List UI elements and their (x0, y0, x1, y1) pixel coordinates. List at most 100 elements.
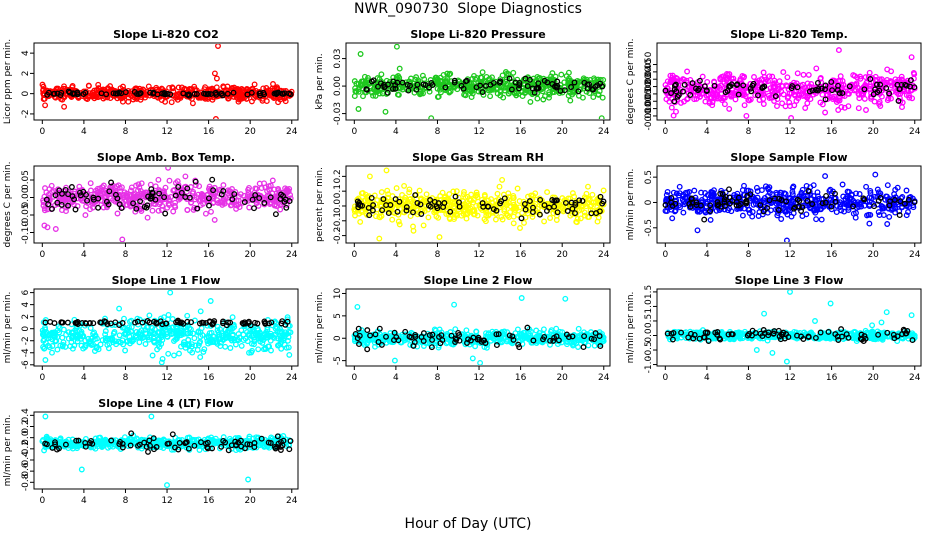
plot-frame (656, 165, 922, 244)
data-point (133, 328, 140, 335)
data-point (886, 213, 893, 220)
data-point (668, 104, 675, 111)
x-tick-label: 20 (556, 127, 568, 137)
x-tick-label: 4 (81, 127, 87, 137)
x-tick-label: 20 (244, 127, 256, 137)
reference-point (791, 205, 797, 212)
data-point (213, 84, 220, 91)
data-point (110, 330, 117, 337)
data-point (135, 187, 141, 194)
reference-point (380, 196, 387, 203)
x-tick-label: 20 (244, 373, 256, 383)
data-point (776, 78, 783, 85)
reference-point (572, 210, 578, 217)
data-point (122, 347, 129, 354)
reference-point (760, 208, 767, 215)
data-point (425, 214, 432, 221)
data-point (789, 188, 796, 195)
data-point (884, 182, 891, 189)
reference-point (254, 320, 261, 327)
data-point (469, 88, 475, 95)
data-points (40, 167, 294, 242)
reference-point (151, 318, 158, 325)
reference-point (103, 91, 110, 98)
data-point (91, 95, 98, 102)
panel-title: Slope Amb. Box Temp. (97, 151, 235, 164)
reference-point (414, 200, 421, 206)
data-point (771, 98, 778, 104)
x-tick-label: 16 (203, 373, 215, 383)
data-point (794, 70, 801, 77)
reference-point (839, 90, 846, 97)
data-point (896, 208, 903, 215)
data-point (546, 89, 553, 96)
data-point (521, 219, 527, 226)
data-point (791, 88, 798, 95)
reference-point (196, 320, 203, 327)
data-point (850, 72, 857, 79)
reference-point (277, 195, 284, 202)
reference-point (51, 90, 58, 97)
data-point (687, 86, 694, 93)
reference-point (252, 192, 259, 199)
reference-point (662, 202, 669, 208)
panel-title: Slope Gas Stream RH (412, 151, 544, 164)
data-point (229, 314, 236, 321)
reference-point (508, 86, 515, 93)
reference-point (735, 194, 742, 201)
data-point (358, 78, 365, 85)
reference-point (59, 190, 65, 197)
reference-point (828, 203, 835, 210)
data-point (874, 186, 881, 193)
reference-point (512, 79, 519, 86)
data-point (553, 217, 560, 223)
data-point (387, 204, 394, 211)
x-tick-label: 4 (81, 250, 87, 260)
reference-point (572, 201, 579, 208)
data-point (450, 209, 457, 215)
data-point (102, 331, 109, 338)
data-point (686, 189, 693, 195)
reference-point (148, 186, 155, 193)
data-point (238, 342, 245, 349)
reference-point (368, 78, 375, 85)
data-point (444, 208, 451, 215)
data-point (549, 70, 556, 77)
data-point (841, 104, 848, 111)
x-tick-label: 4 (393, 373, 399, 383)
data-point (282, 185, 289, 192)
data-point (87, 180, 94, 187)
data-point (155, 341, 162, 348)
data-point (479, 196, 485, 203)
reference-point (77, 189, 83, 196)
outlier-point (355, 106, 362, 112)
data-point (670, 112, 677, 119)
y-axis-label: percent per min. (315, 167, 325, 242)
reference-point (417, 201, 424, 208)
y-tick-label: 0.03 (333, 49, 343, 69)
data-point (117, 339, 124, 346)
reference-point (689, 199, 696, 206)
data-point (126, 197, 133, 203)
data-point (40, 332, 47, 339)
reference-point (427, 197, 434, 203)
reference-point (743, 200, 750, 207)
data-point (410, 223, 416, 230)
reference-point (673, 88, 680, 95)
x-tick-label: 8 (746, 250, 752, 260)
reference-point (516, 79, 523, 86)
data-point (804, 100, 811, 107)
data-point (351, 93, 358, 100)
data-point (444, 76, 451, 83)
reference-point (377, 80, 384, 87)
reference-point (394, 208, 401, 215)
data-point (585, 183, 591, 190)
data-point (501, 328, 508, 335)
data-point (370, 92, 376, 99)
data-point (394, 91, 401, 98)
data-point (284, 316, 291, 323)
data-point (774, 103, 780, 110)
data-point (698, 199, 705, 206)
reference-point (134, 318, 141, 325)
